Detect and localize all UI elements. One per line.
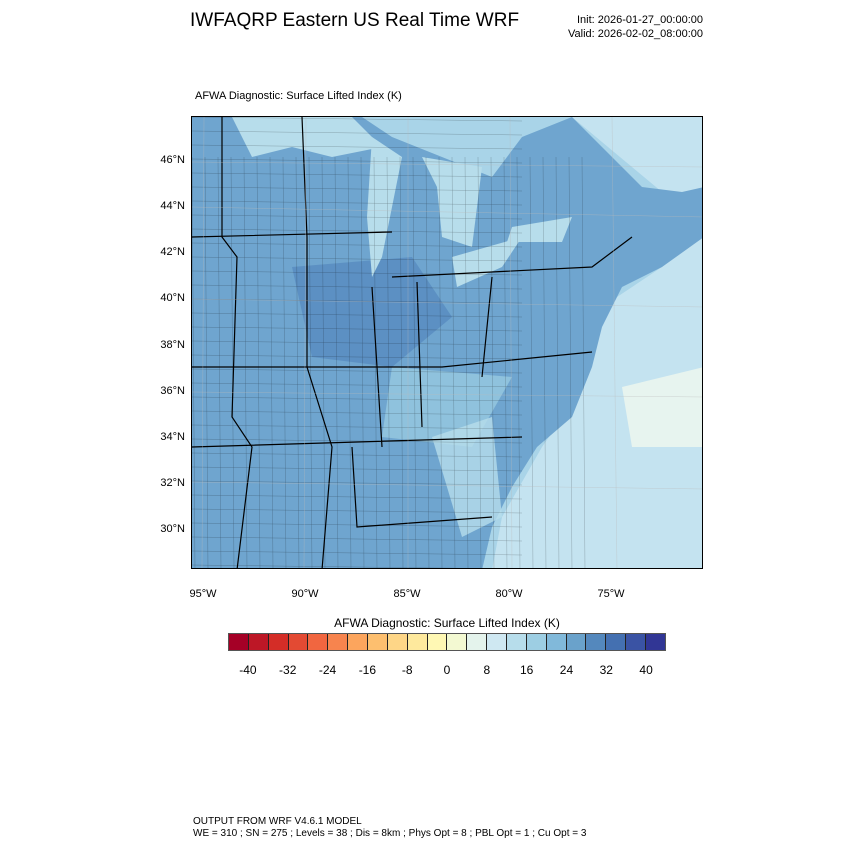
lat-label: 42°N (160, 246, 185, 258)
plot-title: AFWA Diagnostic: Surface Lifted Index (K… (195, 90, 402, 102)
lat-label: 34°N (160, 431, 185, 443)
colorbar-swatch (447, 634, 468, 650)
init-time: Init: 2026-01-27_00:00:00 (577, 14, 703, 26)
lat-label: 36°N (160, 385, 185, 397)
colorbar-swatch (268, 634, 289, 650)
colorbar-swatch (308, 634, 329, 650)
colorbar-label: 24 (559, 663, 574, 677)
colorbar-title: AFWA Diagnostic: Surface Lifted Index (K… (334, 616, 560, 630)
lat-label: 46°N (160, 154, 185, 166)
colorbar-swatch (626, 634, 647, 650)
colorbar-swatch (606, 634, 627, 650)
lat-label: 30°N (160, 523, 185, 535)
colorbar-swatch (328, 634, 349, 650)
lat-label: 38°N (160, 339, 185, 351)
page-title: IWFAQRP Eastern US Real Time WRF (190, 10, 520, 31)
colorbar-swatch (546, 634, 567, 650)
colorbar-swatch (526, 634, 547, 650)
colorbar-label: -8 (401, 663, 413, 677)
colorbar-swatch (646, 634, 665, 650)
lon-label: 80°W (495, 588, 523, 600)
colorbar (228, 633, 666, 651)
colorbar-label: 0 (443, 663, 451, 677)
colorbar-label: -24 (318, 663, 337, 677)
county-grid (192, 117, 586, 568)
model-version: OUTPUT FROM WRF V4.6.1 MODEL (193, 816, 362, 827)
model-info: OUTPUT FROM WRF V4.6.1 MODEL WE = 310 ; … (193, 816, 586, 840)
colorbar-swatch (467, 634, 488, 650)
colorbar-label: -40 (239, 663, 257, 677)
colorbar-swatch (348, 634, 369, 650)
colorbar-swatch (248, 634, 269, 650)
model-config: WE = 310 ; SN = 275 ; Levels = 38 ; Dis … (193, 828, 587, 839)
colorbar-swatch (487, 634, 508, 650)
run-times: Init: 2026-01-27_00:00:00 Valid: 2026-02… (568, 13, 703, 41)
colorbar-swatch (507, 634, 527, 650)
colorbar-swatch (407, 634, 428, 650)
colorbar-swatch (368, 634, 388, 650)
lifted-index-map (191, 116, 703, 569)
colorbar-swatch (288, 634, 309, 650)
colorbar-label: 40 (639, 663, 653, 677)
lon-label: 95°W (189, 588, 217, 600)
lat-label: 40°N (160, 292, 185, 304)
lon-label: 75°W (597, 588, 625, 600)
colorbar-swatch (387, 634, 408, 650)
lat-label: 44°N (160, 200, 185, 212)
colorbar-swatch (586, 634, 607, 650)
colorbar-label: 32 (599, 663, 613, 677)
colorbar-label: -16 (358, 663, 377, 677)
lat-label: 32°N (160, 477, 185, 489)
colorbar-label: 16 (519, 663, 534, 677)
colorbar-label: -32 (279, 663, 297, 677)
lon-label: 85°W (393, 588, 421, 600)
colorbar-swatch (566, 634, 587, 650)
colorbar-swatch (427, 634, 448, 650)
lon-label: 90°W (291, 588, 319, 600)
colorbar-label: 8 (483, 663, 491, 677)
colorbar-swatch (229, 634, 249, 650)
state-borders (192, 117, 633, 568)
valid-time: Valid: 2026-02-02_08:00:00 (568, 28, 703, 40)
